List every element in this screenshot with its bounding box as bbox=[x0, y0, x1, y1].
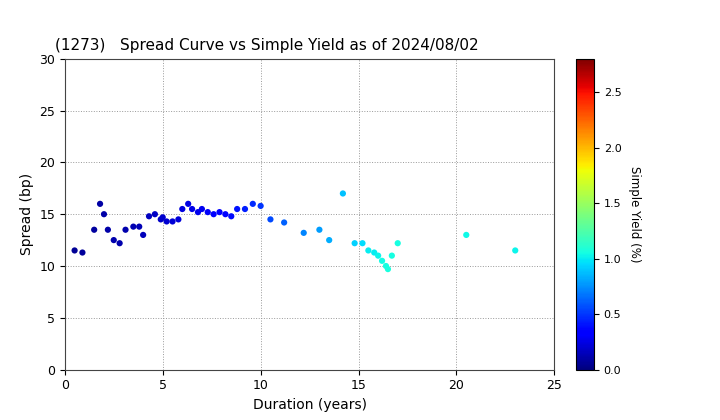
Point bbox=[186, 206, 198, 213]
Point bbox=[176, 206, 188, 213]
Point bbox=[382, 266, 394, 273]
Point bbox=[298, 229, 310, 236]
Point bbox=[161, 218, 172, 225]
Point bbox=[323, 237, 335, 244]
Point bbox=[349, 240, 361, 247]
Point bbox=[247, 200, 258, 207]
Point bbox=[225, 213, 237, 220]
Point bbox=[192, 209, 204, 215]
Point bbox=[255, 202, 266, 209]
Point bbox=[380, 262, 392, 269]
Point bbox=[231, 206, 243, 213]
Y-axis label: Spread (bp): Spread (bp) bbox=[19, 173, 34, 255]
Point bbox=[157, 214, 168, 220]
Point bbox=[208, 211, 220, 218]
Point bbox=[143, 213, 155, 220]
Point bbox=[98, 211, 109, 218]
Point bbox=[133, 223, 145, 230]
Point bbox=[167, 218, 179, 225]
Point bbox=[155, 216, 166, 223]
Point bbox=[369, 249, 380, 256]
Point bbox=[377, 257, 388, 264]
Point bbox=[510, 247, 521, 254]
Point bbox=[173, 216, 184, 223]
Point bbox=[182, 200, 194, 207]
Point bbox=[149, 211, 161, 218]
Point bbox=[220, 211, 231, 218]
Point bbox=[337, 190, 348, 197]
Point bbox=[214, 209, 225, 215]
Point bbox=[239, 206, 251, 213]
Y-axis label: Simple Yield (%): Simple Yield (%) bbox=[628, 166, 641, 262]
Point bbox=[386, 252, 397, 259]
Point bbox=[196, 206, 207, 213]
Point bbox=[94, 200, 106, 207]
Text: (1273)   Spread Curve vs Simple Yield as of 2024/08/02: (1273) Spread Curve vs Simple Yield as o… bbox=[55, 39, 479, 53]
Point bbox=[102, 226, 114, 233]
Point bbox=[114, 240, 125, 247]
Point bbox=[69, 247, 81, 254]
Point bbox=[314, 226, 325, 233]
Point bbox=[265, 216, 276, 223]
Point bbox=[363, 247, 374, 254]
Point bbox=[279, 219, 290, 226]
Point bbox=[372, 252, 384, 259]
Point bbox=[127, 223, 139, 230]
Point bbox=[461, 231, 472, 238]
Point bbox=[392, 240, 403, 247]
Point bbox=[138, 231, 149, 238]
Point bbox=[76, 249, 88, 256]
Point bbox=[120, 226, 131, 233]
Point bbox=[202, 209, 214, 215]
Point bbox=[356, 240, 368, 247]
X-axis label: Duration (years): Duration (years) bbox=[253, 398, 366, 412]
Point bbox=[89, 226, 100, 233]
Point bbox=[108, 237, 120, 244]
